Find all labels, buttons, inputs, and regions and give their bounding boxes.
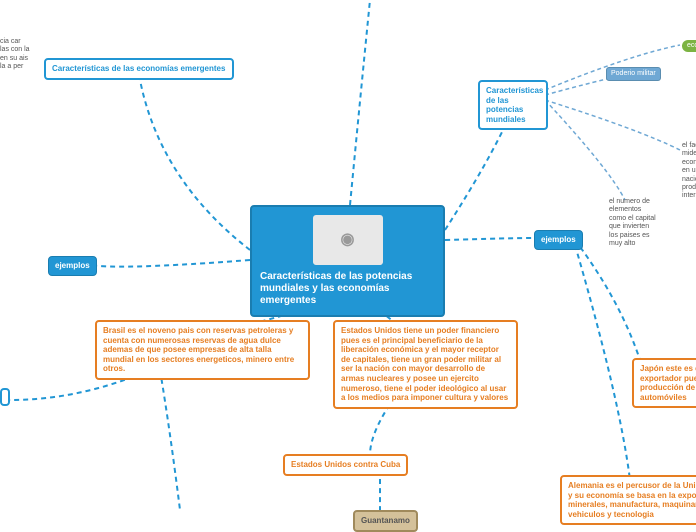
node-japon[interactable]: Japón este es el principal exportador pu… bbox=[632, 358, 696, 408]
node-guantanamo[interactable]: Guantanamo bbox=[353, 510, 418, 532]
node-estados-unidos[interactable]: Estados Unidos tiene un poder financiero… bbox=[333, 320, 518, 409]
cut-text-left: cia car las con la en su ais la a per bbox=[0, 38, 30, 72]
central-node[interactable]: ◉ Características de las potencias mundi… bbox=[250, 205, 445, 317]
node-cuba[interactable]: Estados Unidos contra Cuba bbox=[283, 454, 408, 476]
node-ejemplos-left[interactable]: ejemplos bbox=[48, 256, 97, 276]
central-title: Características de las potencias mundial… bbox=[260, 271, 435, 307]
placeholder-image-icon: ◉ bbox=[313, 215, 383, 265]
cut-node-left bbox=[0, 388, 10, 406]
node-ejemplos-right[interactable]: ejemplos bbox=[534, 230, 583, 250]
node-econ-tag[interactable]: econ bbox=[682, 40, 696, 52]
node-caracteristicas-emergentes[interactable]: Características de las economías emergen… bbox=[44, 58, 234, 80]
node-brasil[interactable]: Brasil es el noveno pais con reservas pe… bbox=[95, 320, 310, 380]
text-elementos: el numero de elementos como el capital q… bbox=[609, 198, 659, 248]
node-alemania[interactable]: Alemania es el percusor de la Unión Euro… bbox=[560, 475, 696, 525]
text-factor: el factor que mide la economía en una na… bbox=[682, 142, 696, 201]
node-caracteristicas-mundiales[interactable]: Características de las potencias mundial… bbox=[478, 80, 548, 130]
node-poderio[interactable]: Poderio militar bbox=[606, 67, 661, 81]
